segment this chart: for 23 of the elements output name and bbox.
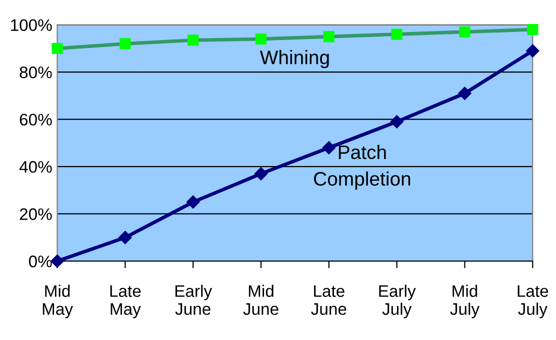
point bbox=[186, 195, 200, 209]
point bbox=[458, 86, 472, 100]
x-tick-label: Mid June bbox=[243, 284, 278, 315]
point bbox=[254, 167, 268, 180]
x-tick-label: Mid July bbox=[450, 284, 480, 318]
y-tick-label: 100% bbox=[11, 19, 52, 32]
x-tick-label: Late July bbox=[518, 285, 548, 318]
y-tick-label: 0% bbox=[28, 256, 52, 268]
point bbox=[118, 230, 132, 244]
x-tick-label: Early June bbox=[175, 284, 212, 315]
point bbox=[322, 141, 336, 154]
point bbox=[390, 115, 404, 128]
point bbox=[526, 44, 540, 58]
y-tick-label: 20% bbox=[20, 208, 52, 220]
x-tick-label: Early July bbox=[379, 284, 416, 318]
series-label: Patch Completion bbox=[314, 144, 410, 190]
series-label: Whining bbox=[260, 50, 329, 68]
x-tick-label: Late June bbox=[311, 285, 346, 315]
x-tick-label: Late May bbox=[110, 285, 141, 318]
x-tick-label: Mid May bbox=[42, 284, 73, 318]
y-tick-label: 40% bbox=[19, 161, 52, 173]
y-tick-label: 60% bbox=[20, 114, 52, 126]
y-tick-label: 80% bbox=[20, 66, 52, 78]
